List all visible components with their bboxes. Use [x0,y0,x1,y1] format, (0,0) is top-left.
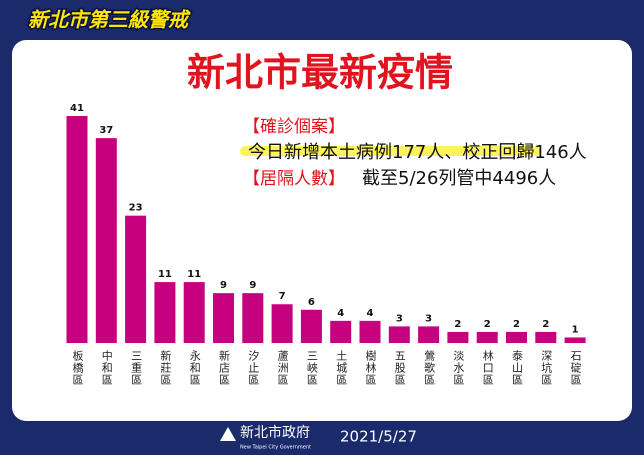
note-label: 【居隔人數】 [243,169,345,189]
bar [388,326,410,343]
value-label: 2 [513,319,520,330]
value-label: 4 [337,308,344,319]
value-label: 4 [367,308,374,319]
bar [447,331,469,343]
value-label: 41 [70,103,84,114]
bar [535,331,557,343]
date: 2021/5/27 [340,428,417,446]
note-text: 今日新增本土病例177人、校正回歸146人 [248,142,587,163]
value-label: 3 [425,313,432,324]
value-label: 9 [220,280,227,291]
category-label: 淡水區 [452,350,465,386]
bar [183,282,205,343]
category-label: 新店區 [218,349,231,386]
bar [359,320,381,343]
category-label: 林口區 [481,349,494,386]
bar [506,331,527,343]
category-label: 永和區 [188,349,201,386]
main-title: 新北市最新疫情 [187,51,453,95]
bar [125,215,147,343]
bar [564,337,586,343]
value-label: 6 [308,297,315,308]
logo [220,427,236,441]
category-label: 土城區 [335,350,348,386]
value-label: 11 [187,269,201,280]
bar [242,293,264,343]
value-label: 2 [484,319,491,330]
bar [271,304,293,343]
category-label: 蘆洲區 [276,349,289,386]
category-label: 樹林區 [364,350,377,386]
bar [154,282,176,343]
value-label: 37 [99,125,113,136]
value-label: 7 [279,291,286,302]
bar [476,331,498,343]
category-label: 深坑區 [540,350,553,386]
category-label: 泰山區 [511,349,524,386]
bar [66,116,88,343]
bar [213,293,234,343]
bar [95,138,117,343]
value-label: 3 [396,313,403,324]
value-label: 2 [542,319,549,330]
category-label: 五股區 [393,350,406,386]
category-label: 三重區 [130,350,143,386]
highlight [240,146,540,156]
org-name: 新北市政府 [240,424,310,441]
category-label: 石碇區 [569,350,582,386]
value-label: 23 [129,203,143,214]
category-label: 中和區 [100,350,113,386]
bar [418,326,440,343]
category-label: 三峽區 [305,350,318,386]
bar [330,320,352,343]
org-name-en: New Taipei City Government [240,445,311,451]
category-label: 新莊區 [159,349,172,386]
note-text: 截至5/26列管中4496人 [362,168,556,189]
value-label: 2 [454,319,461,330]
alert-title: 新北市第三級警戒 [28,8,191,32]
value-label: 1 [572,324,579,335]
category-label: 鶯歌區 [423,349,436,386]
logo-icon [220,427,236,441]
value-label: 9 [249,280,256,291]
value-label: 11 [158,269,172,280]
bar [300,309,322,343]
category-label: 汐止區 [247,349,260,386]
category-label: 板橋區 [71,349,84,386]
note-label: 【確診個案】 [243,117,345,137]
